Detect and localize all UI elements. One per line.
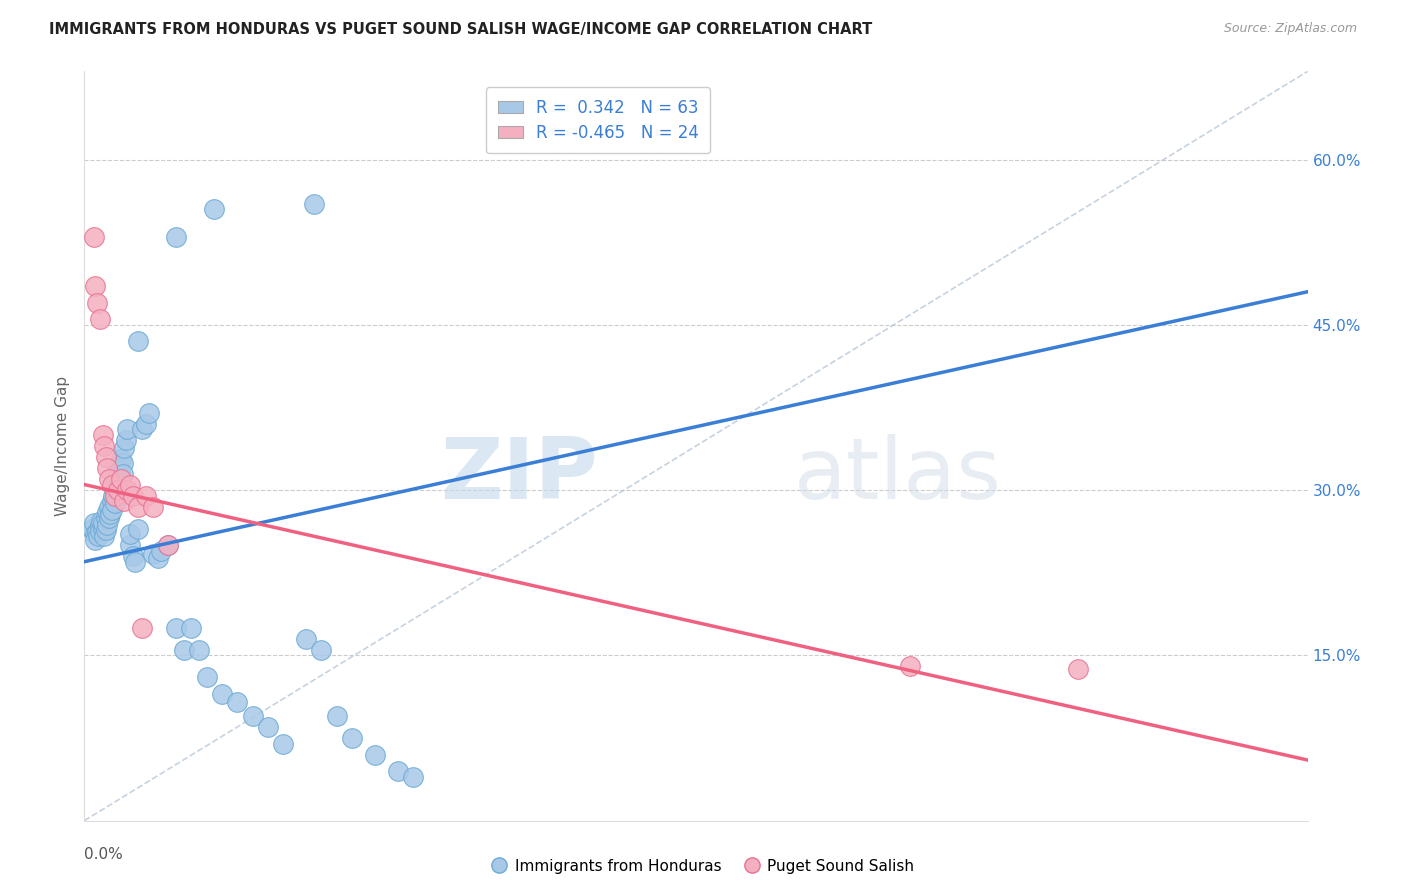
- Point: [105, 472, 128, 486]
- Point: [242, 709, 264, 723]
- Point: [80, 522, 103, 536]
- Point: [127, 334, 149, 349]
- Point: [103, 489, 125, 503]
- Point: [127, 500, 149, 514]
- Point: [364, 747, 387, 762]
- Point: [97, 500, 120, 514]
- Point: [94, 523, 117, 537]
- Legend: R =  0.342   N = 63, R = -0.465   N = 24: R = 0.342 N = 63, R = -0.465 N = 24: [486, 87, 710, 153]
- Point: [325, 709, 347, 723]
- Point: [101, 494, 124, 508]
- Point: [94, 450, 117, 464]
- Point: [142, 500, 165, 514]
- Point: [107, 477, 129, 491]
- Point: [89, 312, 111, 326]
- Point: [110, 472, 132, 486]
- Point: [101, 477, 124, 491]
- Point: [97, 472, 120, 486]
- Point: [188, 643, 211, 657]
- Point: [142, 547, 165, 561]
- Text: 0.0%: 0.0%: [84, 847, 124, 862]
- Point: [149, 543, 172, 558]
- Point: [96, 505, 118, 519]
- Point: [91, 516, 114, 530]
- Point: [302, 196, 325, 211]
- Point: [90, 514, 112, 528]
- Point: [295, 632, 318, 646]
- Point: [120, 538, 142, 552]
- Point: [104, 483, 127, 497]
- Point: [112, 494, 135, 508]
- Point: [157, 538, 180, 552]
- Point: [89, 518, 111, 533]
- Point: [98, 508, 121, 522]
- Point: [83, 516, 105, 530]
- Point: [195, 670, 218, 684]
- Point: [135, 417, 157, 431]
- Point: [115, 483, 138, 497]
- Point: [93, 529, 115, 543]
- Point: [104, 489, 127, 503]
- Point: [165, 621, 187, 635]
- Point: [131, 422, 153, 436]
- Legend: Immigrants from Honduras, Puget Sound Salish: Immigrants from Honduras, Puget Sound Sa…: [485, 853, 921, 880]
- Point: [86, 524, 108, 539]
- Point: [173, 643, 195, 657]
- Point: [86, 295, 108, 310]
- Point: [93, 439, 115, 453]
- Point: [94, 510, 117, 524]
- Point: [89, 524, 111, 538]
- Point: [84, 279, 107, 293]
- Point: [83, 229, 105, 244]
- Point: [257, 720, 280, 734]
- Point: [131, 621, 153, 635]
- Text: atlas: atlas: [794, 434, 1002, 517]
- Point: [211, 687, 233, 701]
- Point: [84, 533, 107, 547]
- Point: [101, 503, 124, 517]
- Point: [165, 229, 187, 244]
- Text: IMMIGRANTS FROM HONDURAS VS PUGET SOUND SALISH WAGE/INCOME GAP CORRELATION CHART: IMMIGRANTS FROM HONDURAS VS PUGET SOUND …: [49, 22, 873, 37]
- Point: [107, 461, 129, 475]
- Point: [138, 406, 160, 420]
- Point: [120, 477, 142, 491]
- Point: [115, 422, 138, 436]
- Point: [387, 764, 409, 778]
- Point: [111, 456, 134, 470]
- Point: [226, 695, 249, 709]
- Point: [124, 555, 146, 569]
- Y-axis label: Wage/Income Gap: Wage/Income Gap: [55, 376, 70, 516]
- Point: [110, 452, 132, 467]
- Point: [111, 467, 134, 481]
- Point: [107, 483, 129, 497]
- Text: ZIP: ZIP: [440, 434, 598, 517]
- Point: [87, 529, 110, 543]
- Point: [122, 489, 145, 503]
- Point: [96, 461, 118, 475]
- Point: [146, 551, 169, 566]
- Point: [84, 527, 107, 541]
- Text: Source: ZipAtlas.com: Source: ZipAtlas.com: [1223, 22, 1357, 36]
- Point: [91, 522, 114, 536]
- Point: [120, 527, 142, 541]
- Point: [97, 510, 120, 524]
- Point: [157, 538, 180, 552]
- Point: [340, 731, 363, 745]
- Point: [202, 202, 225, 216]
- Point: [1067, 662, 1090, 676]
- Point: [271, 737, 294, 751]
- Point: [898, 659, 921, 673]
- Point: [122, 549, 145, 564]
- Point: [114, 434, 136, 448]
- Point: [91, 428, 114, 442]
- Point: [104, 496, 127, 510]
- Point: [402, 770, 425, 784]
- Point: [311, 643, 333, 657]
- Point: [96, 518, 118, 533]
- Point: [108, 463, 131, 477]
- Point: [112, 441, 135, 455]
- Point: [180, 621, 202, 635]
- Point: [135, 489, 157, 503]
- Point: [127, 522, 149, 536]
